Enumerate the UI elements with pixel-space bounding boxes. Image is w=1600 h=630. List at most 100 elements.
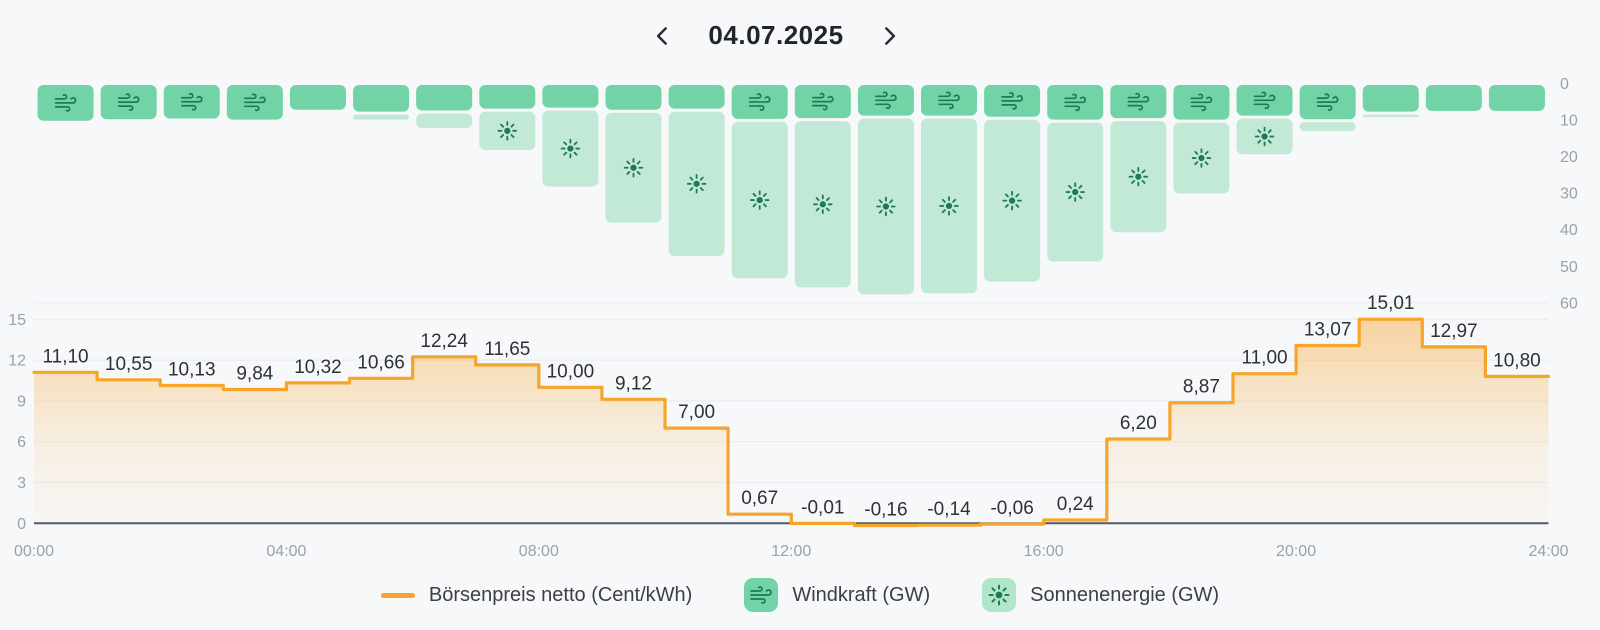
wind-icon [1253, 91, 1276, 110]
wind-icon [1316, 93, 1339, 111]
wind-bar[interactable] [542, 85, 599, 108]
wind-bar[interactable] [416, 85, 473, 111]
x-axis-tick: 20:00 [1276, 543, 1316, 560]
sun-icon [560, 138, 581, 159]
sun-icon [982, 578, 1017, 612]
price-value-label: -0,16 [864, 499, 907, 520]
wind-icon [1064, 93, 1087, 112]
wind-icon [1001, 92, 1023, 110]
date-navigation: 04.07.2025 [0, 20, 1576, 51]
price-value-label: 10,66 [357, 352, 405, 373]
price-value-label: -0,06 [990, 498, 1033, 519]
price-value-label: 9,84 [236, 363, 273, 384]
wind-bar[interactable] [1425, 85, 1482, 111]
sun-icon [813, 194, 833, 215]
gw-axis-tick: 20 [1560, 149, 1578, 166]
gw-axis-tick: 60 [1560, 295, 1578, 312]
date-title: 04.07.2025 [708, 20, 844, 50]
price-value-label: 11,10 [42, 346, 88, 367]
wind-icon [748, 93, 771, 111]
x-axis-tick: 08:00 [519, 543, 559, 560]
sun-icon [939, 196, 959, 216]
sun-icon [497, 121, 517, 141]
legend-label-solar: Sonnenenergie (GW) [1030, 583, 1220, 606]
wind-bar[interactable] [668, 85, 725, 109]
wind-icon [875, 91, 897, 110]
x-axis-tick: 16:00 [1024, 543, 1064, 560]
wind-bar[interactable] [1362, 85, 1419, 112]
x-axis-tick: 24:00 [1528, 543, 1568, 560]
gw-axis-tick: 0 [1560, 76, 1569, 93]
price-value-label: 12,24 [420, 331, 468, 352]
price-axis-tick: 9 [17, 393, 26, 410]
price-axis-tick: 15 [8, 312, 26, 329]
sun-icon [686, 174, 707, 194]
price-line-swatch [380, 592, 415, 598]
price-value-label: 0,24 [1057, 494, 1094, 515]
price-value-label: 13,07 [1304, 320, 1352, 341]
wind-icon [180, 92, 203, 111]
x-axis-tick: 00:00 [14, 543, 54, 560]
price-value-label: -0,14 [927, 499, 971, 520]
sun-icon [1254, 126, 1275, 147]
price-axis-tick: 12 [8, 353, 26, 370]
gw-axis-tick: 30 [1560, 186, 1578, 203]
prev-day-button[interactable] [648, 21, 678, 51]
wind-icon [54, 94, 77, 112]
solar-bar[interactable] [1362, 114, 1419, 118]
wind-icon [744, 578, 779, 612]
price-value-label: 7,00 [678, 402, 715, 423]
wind-bar[interactable] [605, 85, 662, 110]
price-value-label: 12,97 [1430, 321, 1478, 342]
legend-label-price: Börsenpreis netto (Cent/kWh) [428, 583, 693, 606]
chart-legend: Börsenpreis netto (Cent/kWh) Windkraft (… [0, 578, 1600, 612]
price-value-label: 10,55 [105, 354, 153, 375]
price-value-label: 10,32 [294, 357, 342, 378]
wind-icon [938, 91, 960, 110]
price-value-label: 10,80 [1493, 350, 1541, 371]
price-value-label: -0,01 [801, 497, 844, 518]
gw-axis-tick: 10 [1560, 113, 1578, 130]
sun-icon [1128, 166, 1149, 187]
price-value-label: 11,00 [1241, 348, 1287, 369]
price-step-line[interactable] [32, 317, 1551, 528]
wind-bar[interactable] [1488, 85, 1545, 111]
price-value-label: 9,12 [615, 373, 652, 394]
solar-bar[interactable] [416, 113, 473, 129]
next-day-button[interactable] [874, 21, 904, 51]
wind-icon [244, 93, 266, 112]
x-axis-tick: 04:00 [266, 543, 306, 560]
price-value-label: 8,87 [1183, 377, 1220, 398]
price-value-label: 0,67 [741, 488, 778, 509]
chevron-left-icon [657, 26, 668, 45]
legend-item-solar[interactable]: Sonnenenergie (GW) [982, 578, 1219, 612]
price-value-label: 11,65 [484, 339, 530, 360]
wind-icon [811, 92, 834, 111]
legend-item-price[interactable]: Börsenpreis netto (Cent/kWh) [380, 583, 693, 607]
sun-icon [1002, 190, 1022, 211]
gw-axis-tick: 50 [1560, 259, 1578, 276]
sun-icon [1191, 148, 1212, 168]
gw-axis-tick: 40 [1560, 222, 1578, 239]
wind-icon [117, 93, 140, 111]
wind-bar[interactable] [353, 85, 410, 112]
price-value-label: 15,01 [1367, 293, 1415, 314]
solar-bar[interactable] [1299, 122, 1356, 131]
price-axis-tick: 6 [17, 434, 26, 451]
price-axis-tick: 0 [17, 516, 26, 533]
solar-bar[interactable] [353, 114, 410, 120]
price-axis-tick: 3 [17, 475, 26, 492]
wind-bar[interactable] [289, 85, 346, 110]
wind-icon [1127, 92, 1150, 111]
wind-bar[interactable] [479, 85, 536, 109]
sun-icon [623, 158, 644, 178]
price-area [34, 319, 1549, 526]
legend-label-wind: Windkraft (GW) [792, 583, 931, 606]
sun-icon [1065, 182, 1085, 202]
wind-icon [1190, 93, 1213, 112]
price-value-label: 10,00 [547, 361, 595, 382]
legend-item-wind[interactable]: Windkraft (GW) [744, 578, 930, 612]
price-value-label: 6,20 [1120, 413, 1157, 434]
